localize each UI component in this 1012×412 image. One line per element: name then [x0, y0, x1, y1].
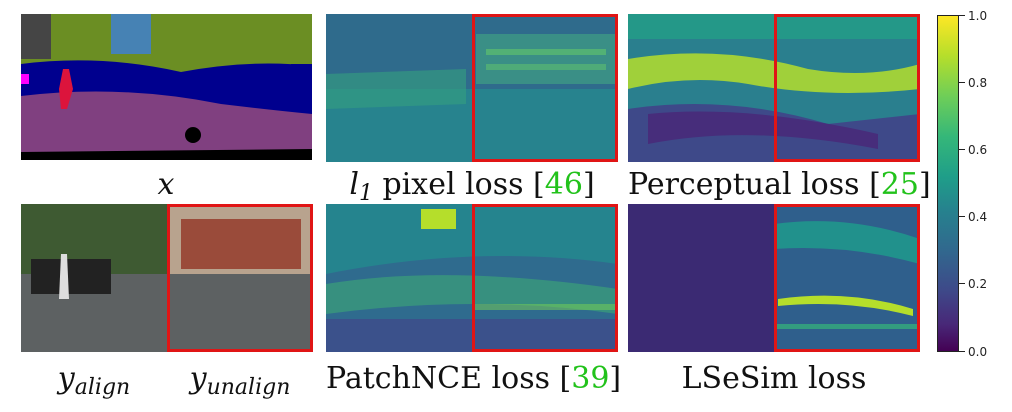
colorbar-tick: [959, 82, 965, 83]
perceptual-highlight-box: [774, 14, 920, 162]
colorbar-tick-label: 0.6: [968, 143, 988, 157]
caption-patchnce-citation: 39: [571, 361, 610, 396]
caption-l1-close: ]: [582, 167, 595, 202]
colorbar-tick-label: 0.8: [968, 76, 988, 90]
lsesim-loss-heatmap: [628, 204, 920, 352]
caption-x: x: [157, 167, 175, 202]
caption-l1-text: pixel loss [: [372, 167, 545, 202]
patchnce-loss-heatmap: [326, 204, 618, 352]
colorbar-tick: [959, 351, 965, 352]
caption-perceptual-loss: Perceptual loss [25]: [628, 167, 931, 202]
colorbar-tick: [959, 15, 965, 16]
caption-l1-symbol: l: [349, 167, 359, 202]
caption-y-unalign-base: y: [189, 361, 207, 396]
caption-y-unalign-sub: unalign: [206, 375, 291, 400]
caption-patchnce-loss: PatchNCE loss [39]: [326, 361, 622, 396]
colorbar-tick-label: 1.0: [968, 9, 988, 23]
caption-y-unalign: yunalign: [167, 362, 313, 405]
caption-perceptual-text: Perceptual loss [: [628, 167, 881, 202]
l1-pixel-loss-heatmap: [326, 14, 618, 162]
caption-patchnce-text: PatchNCE loss [: [326, 361, 572, 396]
colorbar-tick: [959, 283, 965, 284]
colorbar-tick-label: 0.0: [968, 345, 988, 359]
colorbar-tick-label: 0.2: [968, 277, 988, 291]
patchnce-highlight-box: [472, 204, 618, 352]
caption-l1-citation: 46: [544, 167, 583, 202]
colorbar: [937, 15, 959, 352]
segmentation-map-image: [21, 14, 312, 160]
caption-perceptual-close: ]: [918, 167, 931, 202]
real-photo-image: [21, 204, 313, 352]
l1-highlight-box: [472, 14, 618, 162]
caption-l1-pixel-loss: l1 pixel loss [46]: [326, 168, 618, 211]
perceptual-loss-heatmap: [628, 14, 920, 162]
colorbar-tick: [959, 149, 965, 150]
colorbar-tick-label: 0.4: [968, 210, 988, 224]
caption-y-align-sub: align: [74, 375, 131, 400]
lsesim-highlight-box: [774, 204, 920, 352]
caption-perceptual-citation: 25: [880, 167, 919, 202]
caption-y-align-base: y: [57, 361, 75, 396]
caption-y-align: yalign: [21, 362, 167, 405]
unaligned-highlight-box: [167, 204, 313, 352]
caption-patchnce-close: ]: [609, 361, 622, 396]
caption-l1-subscript: 1: [358, 181, 373, 206]
caption-lsesim-loss: LSeSim loss: [681, 361, 867, 396]
colorbar-tick: [959, 216, 965, 217]
